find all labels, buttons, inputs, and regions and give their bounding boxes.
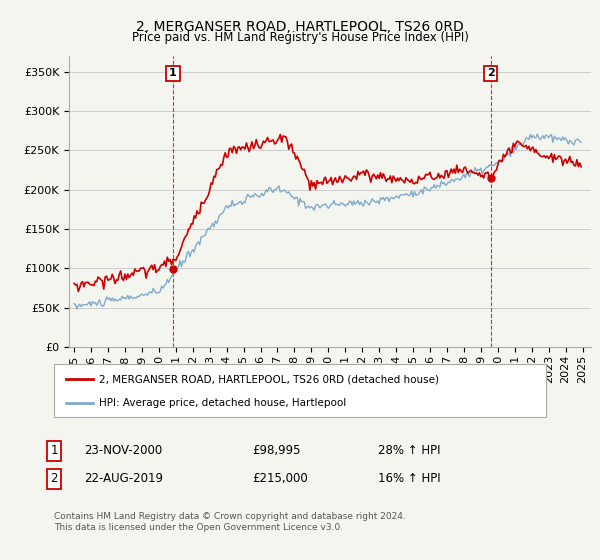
Text: 2, MERGANSER ROAD, HARTLEPOOL, TS26 0RD (detached house): 2, MERGANSER ROAD, HARTLEPOOL, TS26 0RD … — [99, 374, 439, 384]
Text: 1: 1 — [50, 444, 58, 458]
Text: 23-NOV-2000: 23-NOV-2000 — [84, 444, 162, 458]
Text: HPI: Average price, detached house, Hartlepool: HPI: Average price, detached house, Hart… — [99, 398, 346, 408]
Text: 16% ↑ HPI: 16% ↑ HPI — [378, 472, 440, 486]
Text: £215,000: £215,000 — [252, 472, 308, 486]
Text: Contains HM Land Registry data © Crown copyright and database right 2024.
This d: Contains HM Land Registry data © Crown c… — [54, 512, 406, 532]
Text: 28% ↑ HPI: 28% ↑ HPI — [378, 444, 440, 458]
Text: £98,995: £98,995 — [252, 444, 301, 458]
Text: 1: 1 — [169, 68, 177, 78]
Text: 2: 2 — [487, 68, 494, 78]
Text: 2, MERGANSER ROAD, HARTLEPOOL, TS26 0RD: 2, MERGANSER ROAD, HARTLEPOOL, TS26 0RD — [136, 20, 464, 34]
Text: 22-AUG-2019: 22-AUG-2019 — [84, 472, 163, 486]
Text: 2: 2 — [50, 472, 58, 486]
Text: Price paid vs. HM Land Registry's House Price Index (HPI): Price paid vs. HM Land Registry's House … — [131, 31, 469, 44]
